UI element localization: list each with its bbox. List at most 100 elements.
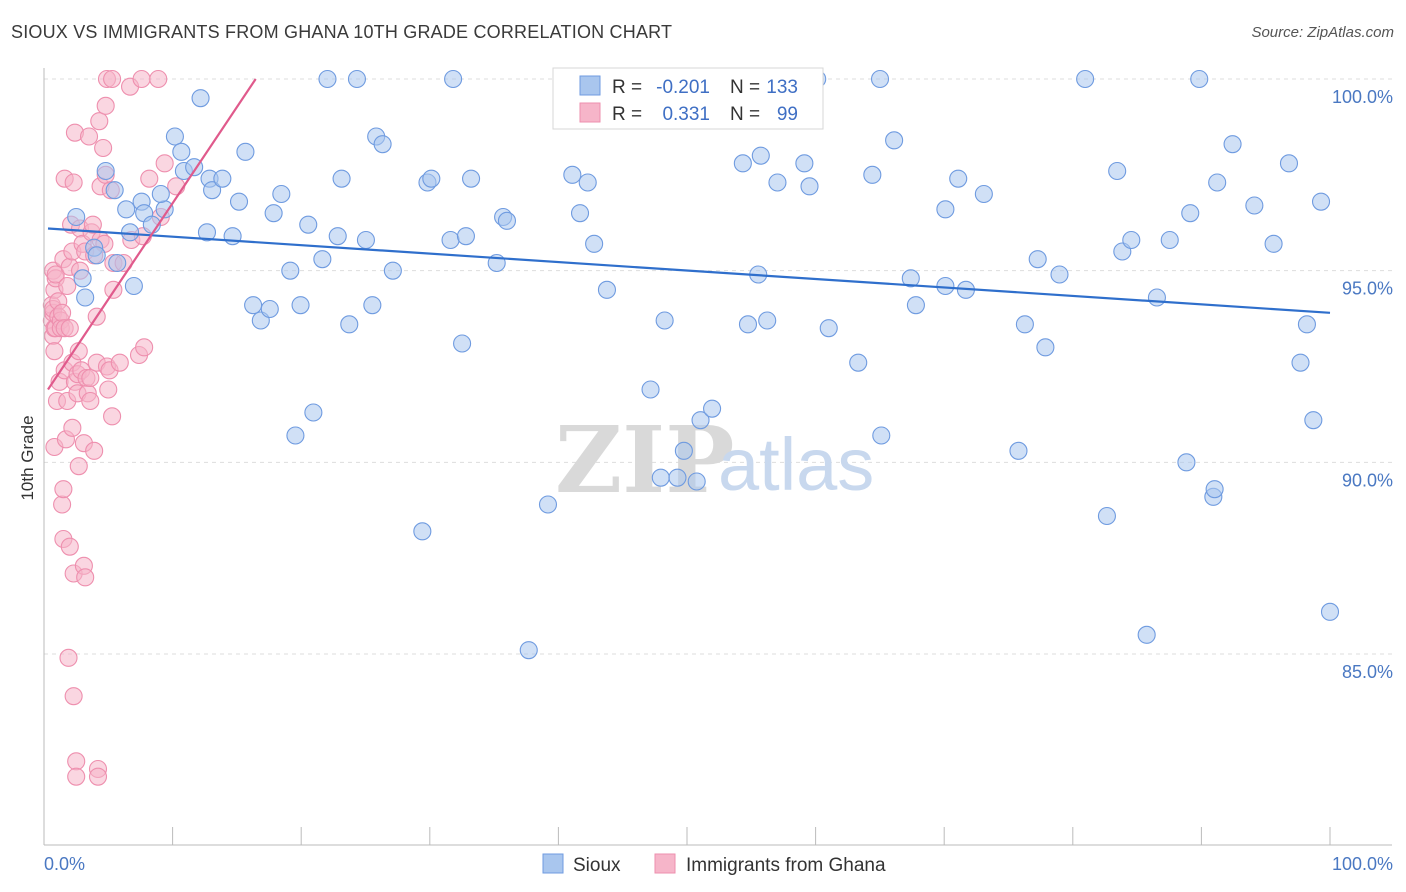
- ghana-point: [90, 112, 109, 131]
- sioux-point: [906, 296, 925, 315]
- sioux-point: [768, 173, 787, 192]
- sioux-point: [244, 296, 263, 315]
- sioux-point: [570, 204, 590, 223]
- ghana-point: [79, 127, 99, 146]
- ghana-point: [140, 169, 159, 188]
- y-tick-label: 95.0%: [1342, 279, 1393, 299]
- watermark-atlas: atlas: [718, 423, 874, 506]
- legend-swatch-ghana: [579, 102, 601, 123]
- sioux-point: [363, 296, 382, 315]
- sioux-point: [687, 472, 706, 491]
- sioux-point: [1097, 506, 1116, 526]
- sioux-point: [1291, 353, 1310, 372]
- sioux-point: [328, 227, 347, 246]
- ghana-point: [99, 380, 118, 399]
- sioux-point: [1147, 288, 1166, 307]
- ghana-point: [67, 752, 86, 771]
- sioux-point: [203, 181, 222, 200]
- x-tick-label-max: 100.0%: [1332, 854, 1393, 874]
- sioux-point: [87, 246, 106, 265]
- y-tick-label: 85.0%: [1342, 662, 1393, 682]
- sioux-point: [703, 399, 722, 418]
- ghana-point: [155, 154, 174, 173]
- ghana-point: [60, 319, 79, 338]
- sioux-point: [974, 184, 993, 204]
- ghana-point: [81, 368, 100, 388]
- sioux-point: [758, 311, 777, 330]
- sioux-point: [497, 211, 517, 230]
- sioux-point: [949, 169, 968, 188]
- sioux-point: [733, 154, 752, 173]
- sioux-point: [165, 127, 184, 146]
- sioux-point: [936, 200, 955, 219]
- sioux-point: [668, 468, 687, 487]
- sioux-point: [422, 169, 441, 188]
- sioux-point: [332, 169, 351, 188]
- ghana-point: [53, 495, 72, 514]
- sioux-point: [444, 69, 463, 89]
- sioux-point: [96, 161, 115, 181]
- sioux-point: [1009, 441, 1028, 460]
- legend-r-value-ghana: 0.331: [662, 104, 710, 125]
- sioux-point: [108, 253, 127, 273]
- sioux-point: [272, 184, 291, 204]
- ghana-point: [58, 276, 77, 296]
- sioux-point: [691, 411, 710, 430]
- legend-r-label-ghana: R =: [612, 104, 642, 125]
- sioux-point: [795, 154, 814, 173]
- sioux-point: [356, 230, 375, 250]
- sioux-point: [117, 200, 136, 219]
- sioux-point: [655, 311, 674, 330]
- ghana-point: [110, 353, 129, 372]
- sioux-point: [456, 227, 475, 246]
- sioux-point: [281, 261, 300, 280]
- sioux-point: [597, 280, 617, 299]
- sioux-point: [76, 288, 95, 307]
- sioux-point: [1264, 234, 1283, 253]
- sioux-point: [751, 146, 770, 165]
- sioux-point: [313, 250, 332, 269]
- ghana-point: [149, 69, 168, 89]
- sioux-point: [519, 641, 538, 660]
- top-legend: R = -0.201 N = 133 R = 0.331 N = 99: [552, 67, 824, 130]
- sioux-point: [651, 468, 670, 487]
- sioux-point: [901, 269, 920, 288]
- sioux-point: [1279, 154, 1299, 173]
- sioux-point: [578, 173, 597, 192]
- sioux-point: [1036, 338, 1055, 357]
- ghana-point: [103, 69, 122, 89]
- sioux-point: [1208, 173, 1227, 192]
- series-sioux-points: [67, 69, 1340, 660]
- sioux-point: [1122, 230, 1141, 250]
- ghana-point: [60, 537, 79, 556]
- y-axis-tick-labels: 85.0% 90.0% 95.0% 100.0%: [1332, 87, 1393, 682]
- legend-r-label-sioux: R =: [612, 77, 642, 98]
- sioux-point: [1028, 250, 1047, 269]
- sioux-point: [1137, 625, 1156, 644]
- bottom-legend-swatch-ghana: [654, 853, 676, 874]
- grid-lines: [44, 78, 1392, 655]
- sioux-point: [373, 135, 392, 154]
- x-tick-label-min: 0.0%: [44, 854, 85, 874]
- sioux-point: [264, 204, 283, 223]
- sioux-point: [849, 353, 868, 372]
- sioux-point: [340, 315, 359, 334]
- sioux-point: [870, 69, 890, 89]
- ghana-point: [167, 177, 186, 196]
- sioux-point: [383, 261, 402, 280]
- sioux-point: [936, 276, 955, 296]
- bottom-legend-label-ghana: Immigrants from Ghana: [686, 855, 886, 876]
- sioux-point: [800, 177, 819, 196]
- sioux-point: [413, 522, 432, 541]
- sioux-point: [124, 276, 143, 296]
- y-axis-title: 10th Grade: [18, 415, 37, 500]
- ghana-point: [83, 215, 102, 234]
- sioux-point: [819, 319, 838, 338]
- ghana-point: [45, 342, 64, 361]
- sioux-point: [585, 234, 604, 253]
- ghana-point: [76, 568, 95, 587]
- sioux-point: [1297, 315, 1316, 334]
- ghana-point: [54, 480, 73, 499]
- sioux-point: [1304, 411, 1323, 430]
- sioux-point: [318, 69, 337, 89]
